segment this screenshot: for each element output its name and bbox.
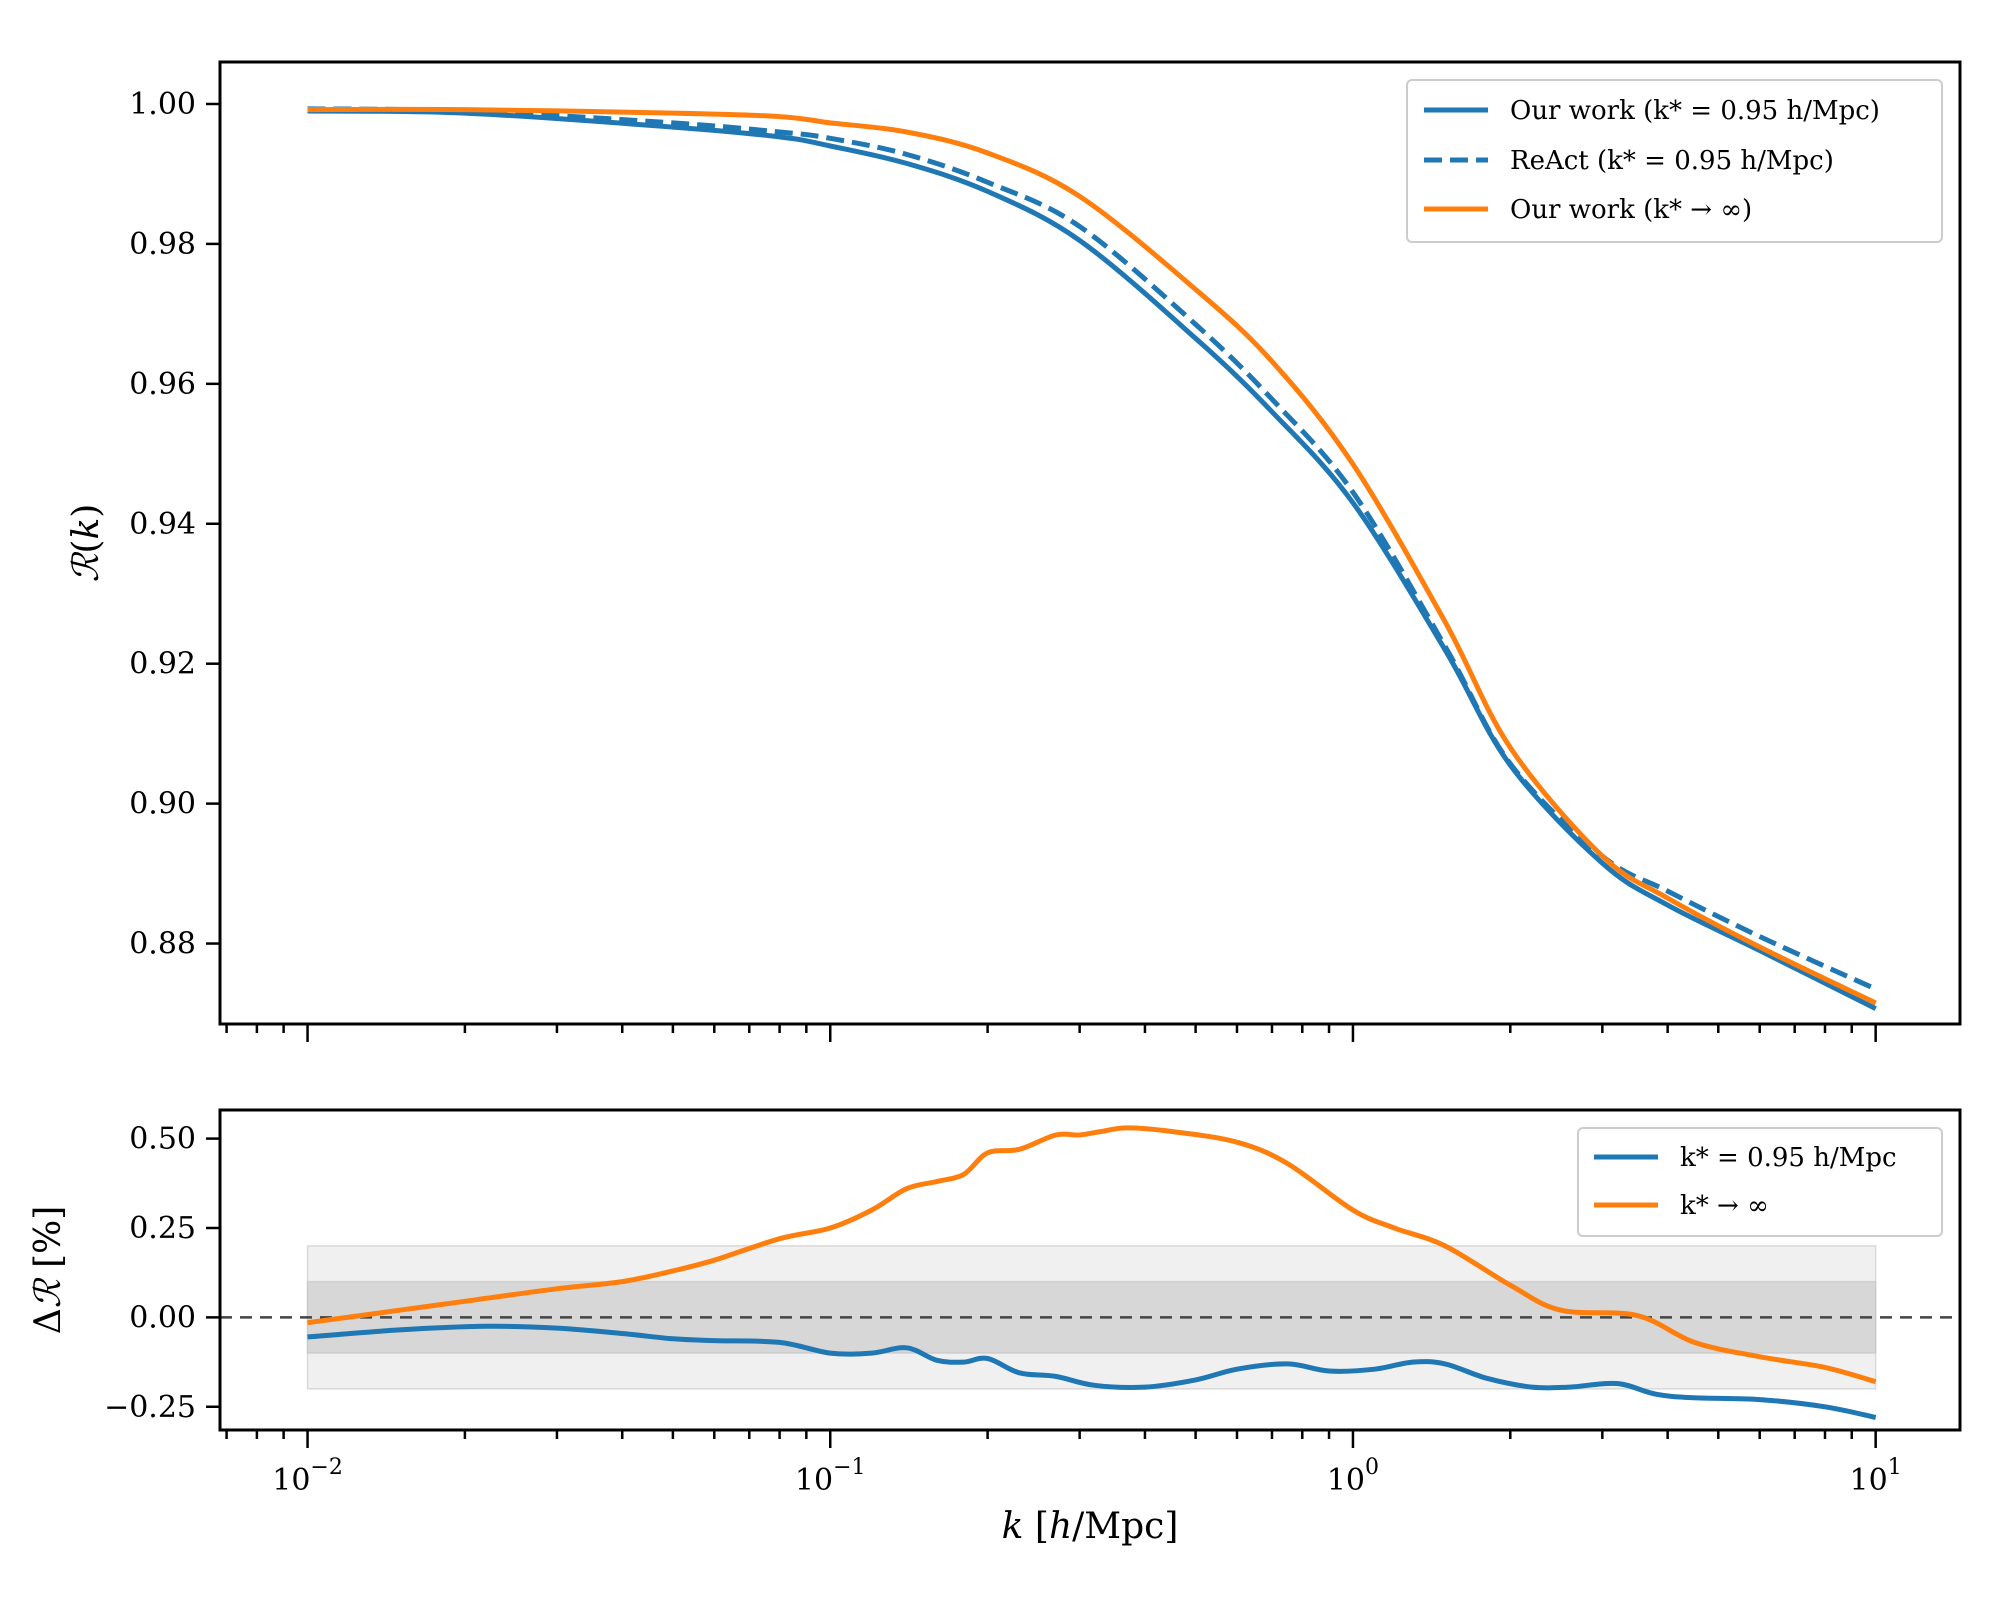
top-legend-box	[1406, 79, 1943, 243]
top-y-axis-label: ℛ(k)	[66, 504, 107, 583]
legend-label-our-work-inf: Our work (k* → ∞)	[1510, 195, 1752, 225]
top-legend: Our work (k* = 0.95 h/Mpc) ReAct (k* = 0…	[1406, 79, 1943, 243]
bottom-y-axis-label: Δℛ [%]	[28, 1206, 69, 1334]
series-line-2	[307, 106, 1877, 1006]
bottom-y-axis: −0.25 0.00 0.25 0.50	[104, 1122, 220, 1425]
bottom-legend: k* = 0.95 h/Mpc k* → ∞	[1577, 1127, 1943, 1237]
y-tick-label: 0.00	[129, 1300, 196, 1335]
y-tick-label: 0.92	[129, 647, 196, 682]
bottom-series-group	[307, 1125, 1877, 1420]
top-plot-frame	[218, 60, 1962, 1026]
legend-label-react: ReAct (k* = 0.95 h/Mpc)	[1510, 146, 1834, 176]
legend-label-kstar: k* = 0.95 h/Mpc	[1680, 1143, 1897, 1173]
y-tick-label: 0.98	[129, 227, 196, 262]
y-tick-label: 0.96	[129, 367, 196, 402]
y-tick-label: 0.88	[129, 927, 196, 962]
x-axis-label: k [h/Mpc]	[1002, 1506, 1179, 1547]
x-tick-label: 101	[1850, 1455, 1902, 1498]
y-tick-label: 0.90	[129, 787, 196, 822]
series-line-0	[307, 108, 1877, 1011]
y-tick-label: 0.94	[129, 507, 196, 542]
y-tick-label: −0.25	[104, 1390, 196, 1425]
bottom-plot-frame	[218, 1108, 1962, 1432]
bottom-legend-box	[1577, 1127, 1943, 1237]
difference-panel: −0.250.000.250.50 10−2 10−1 100 101 Δℛ [%] …	[28, 1108, 1962, 1547]
y-tick-label: 1.00	[129, 87, 196, 122]
y-tick-label: 0.50	[129, 1122, 196, 1157]
legend-label-kstar-inf: k* → ∞	[1680, 1191, 1769, 1221]
top-y-axis: 0.88 0.90 0.92 0.94 0.96 0.98 1.00	[129, 87, 220, 962]
x-tick-label: 10−1	[795, 1455, 866, 1498]
diff-series-line-0	[307, 1323, 1877, 1420]
diff-series-line-1	[307, 1125, 1877, 1385]
x-tick-label: 10−2	[272, 1455, 343, 1498]
x-tick-label: 100	[1327, 1455, 1379, 1498]
top-series-group	[307, 106, 1877, 1011]
ratio-panel: 0.88 0.90 0.92 0.94 0.96 0.98 1.00 ℛ(k) Our wo…	[66, 60, 1962, 1042]
y-tick-label: 0.25	[129, 1211, 196, 1246]
legend-label-our-work: Our work (k* = 0.95 h/Mpc)	[1510, 96, 1880, 126]
